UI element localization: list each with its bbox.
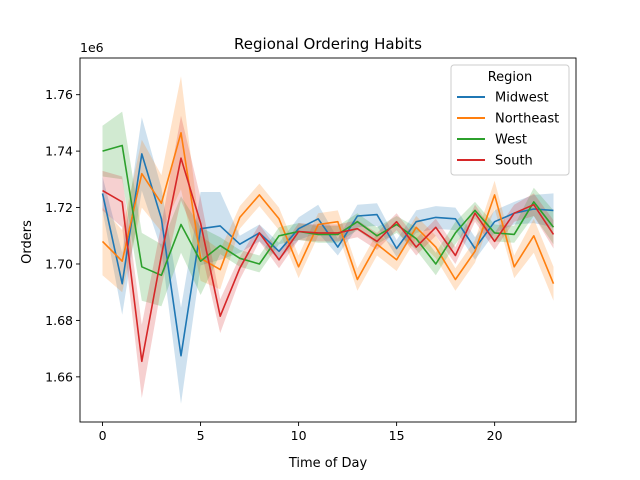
legend-title: Region <box>488 70 533 85</box>
series-line-south <box>102 157 555 363</box>
series-lines <box>101 132 555 363</box>
x-tick-label: 0 <box>99 428 107 443</box>
x-tick-label: 20 <box>487 428 503 443</box>
confidence-band-midwest <box>102 117 554 404</box>
series-line-west <box>102 144 555 277</box>
confidence-band-northeast <box>102 76 554 301</box>
y-axis-offset-label: 1e6 <box>80 40 104 55</box>
series-line-northeast <box>101 132 555 285</box>
y-tick-label: 1.72 <box>45 200 73 215</box>
legend-label-south: South <box>495 154 533 169</box>
x-axis-label: Time of Day <box>288 456 368 471</box>
x-tick-label: 15 <box>389 428 405 443</box>
legend-label-midwest: Midwest <box>495 91 549 106</box>
y-tick-label: 1.74 <box>45 144 73 159</box>
y-axis-label: Orders <box>20 220 35 264</box>
axes: 0 5 10 15 20 1.66 1.68 1.70 1.72 1.74 1.76 <box>45 57 577 443</box>
y-tick-label: 1.68 <box>45 313 73 328</box>
x-tick-label: 10 <box>291 428 307 443</box>
y-tick-label: 1.70 <box>45 256 73 271</box>
chart-title: Regional Ordering Habits <box>234 35 422 53</box>
legend: Region Midwest Northeast West South <box>450 64 570 176</box>
legend-label-west: West <box>495 133 527 148</box>
x-tick-label: 5 <box>197 428 205 443</box>
legend-box <box>450 64 570 176</box>
legend-label-northeast: Northeast <box>495 112 559 127</box>
y-tick-label: 1.66 <box>45 369 73 384</box>
plot-frame <box>79 57 577 423</box>
y-tick-label: 1.76 <box>45 87 73 102</box>
